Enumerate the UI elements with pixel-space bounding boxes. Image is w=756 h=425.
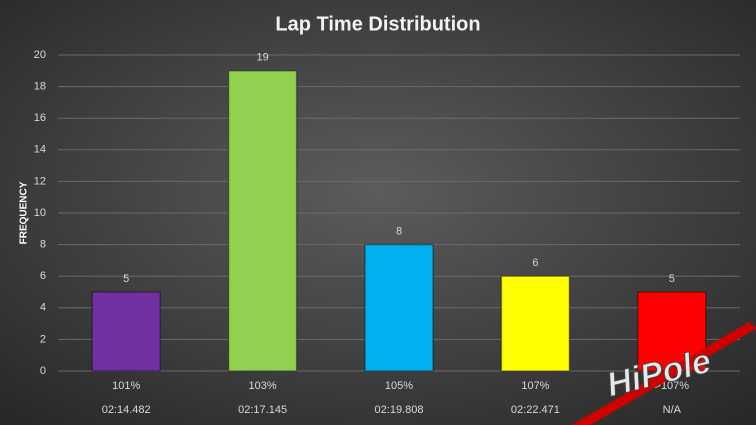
x-tick-label: >107%	[655, 380, 690, 392]
y-tick-label: 10	[34, 207, 46, 219]
y-tick-label: 16	[34, 112, 46, 124]
y-tick-label: 14	[34, 144, 46, 156]
y-tick-label: 6	[40, 270, 46, 282]
chart-title: Lap Time Distribution	[275, 13, 480, 35]
y-tick-label: 18	[34, 81, 46, 93]
y-tick-label: 2	[40, 333, 46, 345]
y-tick-label: 0	[40, 365, 46, 377]
bar	[364, 243, 434, 372]
bar	[91, 291, 161, 372]
x-tick-sublabel: 02:14.482	[102, 404, 151, 416]
data-label: 8	[396, 226, 402, 238]
x-tick-label: 107%	[521, 380, 549, 392]
bar	[500, 275, 571, 372]
watermark-stripe	[569, 321, 756, 425]
y-tick-label: 8	[40, 239, 46, 251]
y-axis-label: FREQUENCY	[19, 181, 30, 244]
x-tick-label: 105%	[385, 380, 413, 392]
plot-area: 0 2 4 6 8 10 12 14 16 18 20 5 101% 02:14.482 19 103% 02:…	[34, 49, 740, 416]
x-tick-label: 101%	[112, 380, 140, 392]
bar	[227, 70, 298, 372]
y-tick-label: 12	[34, 175, 46, 187]
data-label: 5	[669, 273, 675, 285]
y-tick-label: 4	[40, 302, 46, 314]
data-label: 6	[532, 257, 538, 269]
data-label: 5	[123, 273, 129, 285]
x-tick-sublabel: 02:22.471	[511, 404, 560, 416]
data-label: 19	[256, 52, 268, 64]
x-tick-label: 103%	[249, 380, 277, 392]
x-tick-sublabel: N/A	[663, 404, 682, 416]
y-tick-label: 20	[34, 49, 46, 61]
x-tick-sublabel: 02:19.808	[375, 404, 424, 416]
x-tick-sublabel: 02:17.145	[238, 404, 287, 416]
